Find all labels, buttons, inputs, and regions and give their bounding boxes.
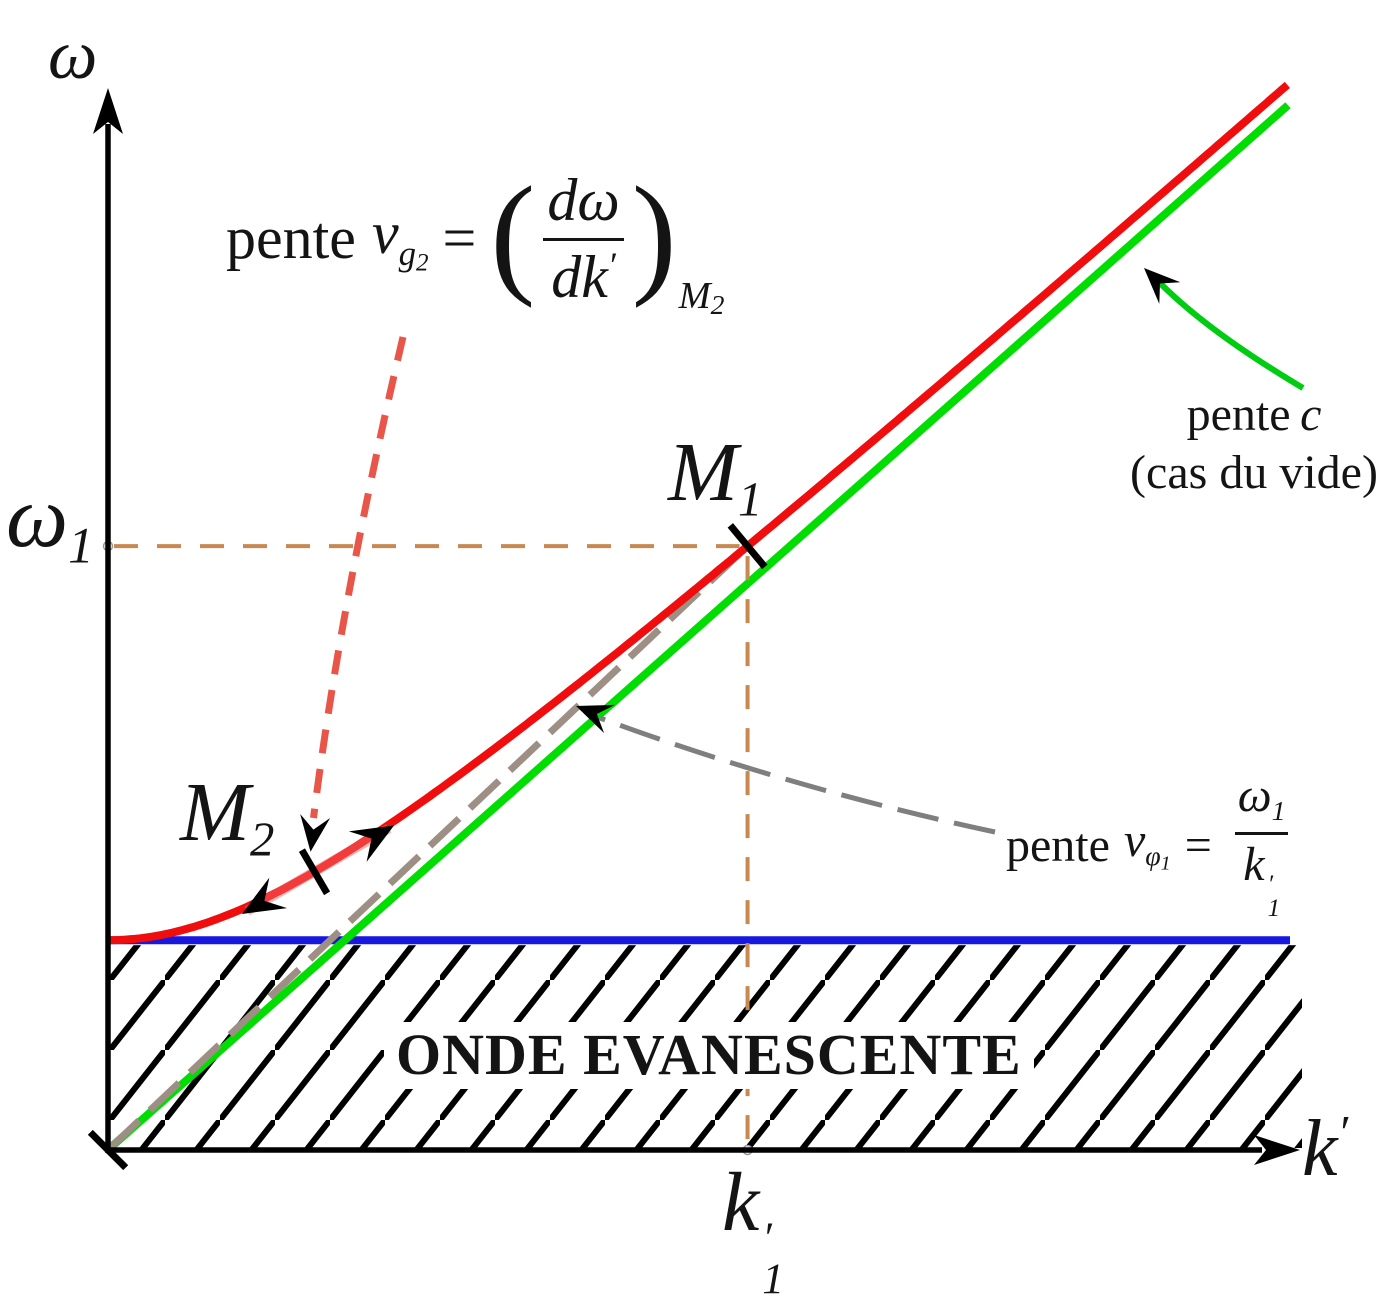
gv-at-m: M <box>678 274 711 317</box>
light-line-1: pente c <box>1106 386 1400 444</box>
x-axis-label-text: k <box>1302 1105 1338 1193</box>
gv-open-paren: ( <box>490 159 536 309</box>
tangent-arrowhead-right <box>348 825 395 862</box>
tick-at-m1 <box>727 523 768 570</box>
pv-den-prime-sub-stack: ′ 1 <box>1267 871 1281 923</box>
x-tick-label-k1prime: k ′ 1 <box>722 1156 785 1303</box>
gv-den-dk: dk <box>551 243 608 310</box>
gv-pente-word: pente <box>226 205 356 272</box>
pv-v: v <box>1123 814 1146 868</box>
m2-sub: 2 <box>249 812 275 867</box>
x-tick-prime-sub-stack: ′ 1 <box>762 1213 785 1303</box>
gv-at-point: M2 <box>678 274 725 320</box>
pv-v-sub-1: 1 <box>1160 852 1171 875</box>
gv-at-2: 2 <box>710 288 725 320</box>
gv-v-subscript: g2 <box>398 233 429 277</box>
tangent-arrowhead-left <box>241 877 288 914</box>
evanescent-text: ONDE EVANESCENTE <box>396 1022 1022 1087</box>
gv-numerator: dω <box>547 167 620 233</box>
gv-v-sub-g: g <box>398 233 416 273</box>
gv-denominator: dk′ <box>543 237 624 310</box>
light-pente-word: pente <box>1186 388 1291 441</box>
pv-v-sub-phi: φ <box>1145 841 1161 873</box>
annotation-light-line-label: pente c (cas du vide) <box>1106 386 1400 501</box>
light-c-symbol: c <box>1300 388 1322 441</box>
phase-velocity-pointer-arrowhead <box>576 704 616 734</box>
y-axis-label-omega: ω <box>48 18 97 94</box>
group-velocity-pointer-arrowhead <box>300 814 331 852</box>
gv-v-symbol: vg2 <box>372 201 429 276</box>
x-tick-base: k <box>722 1156 760 1249</box>
m1-sub: 1 <box>737 472 763 527</box>
point-label-m1: M1 <box>668 426 763 527</box>
gv-den-prime: ′ <box>607 245 616 285</box>
point-label-m2: M2 <box>180 766 275 867</box>
group-velocity-pointer-dashed <box>310 336 407 819</box>
pv-numerator: ω1 <box>1230 770 1294 832</box>
annotation-phase-velocity-formula: pente vφ1 = ω1 k ′ 1 <box>1006 770 1298 921</box>
pv-num-omega: ω <box>1237 769 1272 822</box>
evanescent-region-label: ONDE EVANESCENTE <box>384 1022 1034 1089</box>
pv-equals: = <box>1184 818 1212 872</box>
pv-v-subscript: φ1 <box>1145 841 1171 875</box>
x-tick-prime: ′ <box>762 1213 772 1262</box>
pv-den-k: k <box>1243 837 1265 891</box>
pv-den-1: 1 <box>1267 895 1281 923</box>
y-tick-sub: 1 <box>68 518 94 575</box>
light-line-2: (cas du vide) <box>1130 445 1378 499</box>
pv-den-prime: ′ <box>1267 871 1274 899</box>
pv-denominator: k ′ 1 <box>1235 831 1289 923</box>
gv-close-paren: ) <box>631 159 677 309</box>
gv-equals: = <box>442 205 477 272</box>
tangent-at-m2 <box>244 824 392 916</box>
tick-at-m2 <box>298 848 331 896</box>
gv-v: v <box>371 200 399 267</box>
m2-base: M <box>180 766 250 859</box>
pv-v-symbol: vφ1 <box>1124 815 1171 875</box>
x-axis-label-prime: ′ <box>1337 1106 1349 1160</box>
light-line-pointer <box>1155 278 1305 391</box>
pv-fraction: ω1 k ′ 1 <box>1230 770 1294 921</box>
gv-v-sub-2: 2 <box>415 249 429 277</box>
annotation-group-velocity-formula: pente vg2 = ( dω dk′ ) M2 <box>226 159 724 319</box>
dispersion-plot-canvas <box>87 81 1305 1171</box>
pv-num-1: 1 <box>1271 795 1286 827</box>
figure-dispersion-diagram: { "axes": { "y_label": "ω", "x_label_bas… <box>6 17 1400 1301</box>
x-axis-label-kprime: k′ <box>1302 1106 1348 1192</box>
phase-velocity-line <box>107 543 750 1151</box>
phase-velocity-pointer-dashed <box>599 715 996 835</box>
gv-fraction: dω dk′ <box>539 168 627 310</box>
light-line <box>107 102 1291 1151</box>
y-axis-label-text: ω <box>48 17 98 94</box>
y-axis-arrowhead <box>93 88 123 134</box>
y-tick-base: ω <box>6 469 69 566</box>
m1-base: M <box>668 426 738 519</box>
x-axis-arrowhead <box>1254 1135 1300 1165</box>
pv-pente-word: pente <box>1006 818 1110 872</box>
light-line-pointer-arrowhead <box>1144 268 1181 304</box>
y-tick-label-omega1: ω1 <box>6 470 94 574</box>
x-tick-sub: 1 <box>762 1255 785 1303</box>
